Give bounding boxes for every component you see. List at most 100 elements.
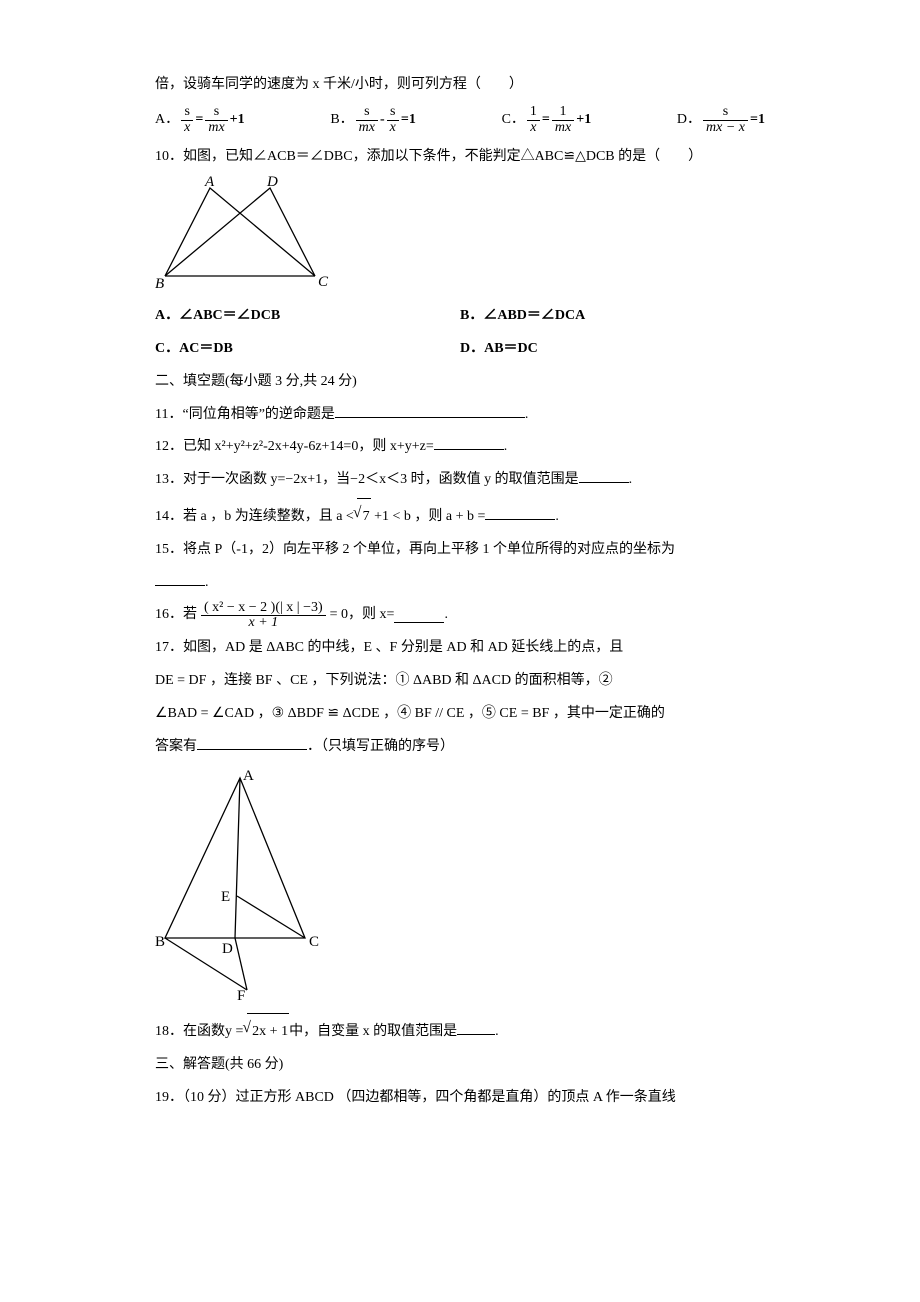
num: s <box>356 105 378 121</box>
num: s <box>205 105 227 121</box>
period: . <box>205 575 209 590</box>
frac-b2: sx <box>387 105 399 135</box>
q13: 13．对于一次函数 y=−2x+1，当−2＜x＜3 时，函数值 y 的取值范围是… <box>155 465 765 496</box>
text: C．AC＝DB <box>155 341 233 356</box>
label-c: C <box>318 274 329 290</box>
q10-option-a: A．∠ABC＝∠DCB <box>155 301 460 332</box>
section-3-header: 三、解答题(共 66 分) <box>155 1050 765 1081</box>
label-b: B． <box>330 105 353 136</box>
den: x <box>184 120 190 135</box>
label-d: D． <box>677 105 701 136</box>
q10-option-d: D．AB＝DC <box>460 334 765 365</box>
suffix: +1 <box>230 105 245 136</box>
q9-option-a: A． sx = smx +1 <box>155 105 245 136</box>
label-c: C． <box>502 105 525 136</box>
eq: = <box>195 105 203 136</box>
suf: ．（只填写正确的序号） <box>307 739 454 754</box>
q9-options: A． sx = smx +1 B． smx - sx =1 C． 1x = 1m… <box>155 105 765 136</box>
text: 13．对于一次函数 y=−2x+1，当−2＜x＜3 时，函数值 y 的取值范围是 <box>155 472 579 487</box>
period: . <box>525 407 529 422</box>
q15: 15．将点 P（-1，2）向左平移 2 个单位，再向上平移 1 个单位所得的对应… <box>155 535 765 566</box>
suffix: =1 <box>750 105 765 136</box>
q10-option-b: B．∠ABD＝∠DCA <box>460 301 765 332</box>
q17-line2: DE = DF ，连接 BF 、CE ，下列说法：① ΔABD 和 ΔACD 的… <box>155 666 765 697</box>
section-2-header: 二、填空题(每小题 3 分,共 24 分) <box>155 367 765 398</box>
q17-line3: ∠BAD = ∠CAD ，③ ΔBDF ≌ ΔCDE ，④ BF // CE ，… <box>155 699 765 730</box>
label-b: B <box>155 276 164 291</box>
suffix: =1 <box>401 105 416 136</box>
frac-c1: 1x <box>527 105 540 135</box>
minus: - <box>380 105 385 136</box>
q9-option-b: B． smx - sx =1 <box>330 105 416 136</box>
den: mx <box>555 120 571 135</box>
q9-option-d: D． smx − x =1 <box>677 105 765 136</box>
q12: 12．已知 x²+y²+z²-2x+4y-6z+14=0，则 x+y+z=. <box>155 432 765 463</box>
label-d: D <box>266 176 278 190</box>
text: D．AB＝DC <box>460 341 538 356</box>
pre: 14．若 a ，b 为连续整数，且 a < <box>155 509 357 524</box>
q10-option-c: C．AC＝DB <box>155 334 460 365</box>
pre: 16．若 <box>155 600 197 631</box>
text: 15．将点 P（-1，2）向左平移 2 个单位，再向上平移 1 个单位所得的对应… <box>155 542 675 557</box>
pre: 答案有 <box>155 739 197 754</box>
label-e: E <box>221 889 230 905</box>
text: 11．“同位角相等”的逆命题是 <box>155 407 335 422</box>
frac-c2: 1mx <box>552 105 574 135</box>
frac-d: smx − x <box>703 105 748 135</box>
period: . <box>555 509 559 524</box>
mid: +1 < b ，则 a + b = <box>371 509 486 524</box>
label-f: F <box>237 988 245 1003</box>
q10-options: A．∠ABC＝∠DCB B．∠ABD＝∠DCA C．AC＝DB D．AB＝DC <box>155 301 765 367</box>
den: x + 1 <box>248 615 278 630</box>
blank <box>335 404 525 418</box>
q15-cont: . <box>155 568 765 599</box>
frac-b1: smx <box>356 105 378 135</box>
period: . <box>444 600 448 631</box>
den: mx <box>208 120 224 135</box>
blank <box>457 1021 495 1035</box>
label-a: A． <box>155 105 179 136</box>
num: ( x² − x − 2 )(| x | −3) <box>201 601 326 617</box>
period: . <box>504 439 508 454</box>
num: s <box>703 105 748 121</box>
blank <box>579 469 629 483</box>
q14: 14．若 a ，b 为连续整数，且 a < √7 +1 < b ，则 a + b… <box>155 498 765 533</box>
frac: ( x² − x − 2 )(| x | −3) x + 1 <box>201 601 326 631</box>
q10-stem: 10．如图，已知∠ACB＝∠DBC，添加以下条件，不能判定△ABC≌△DCB 的… <box>155 144 765 171</box>
frac-a2: smx <box>205 105 227 135</box>
num: s <box>181 105 193 121</box>
den: x <box>530 120 536 135</box>
label-b: B <box>155 934 165 950</box>
num: 1 <box>552 105 574 121</box>
period: . <box>629 472 633 487</box>
text: B．∠ABD＝∠DCA <box>460 308 585 323</box>
blank <box>434 436 504 450</box>
eq: = <box>542 105 550 136</box>
q11: 11．“同位角相等”的逆命题是. <box>155 400 765 431</box>
den: x <box>390 120 396 135</box>
text: A．∠ABC＝∠DCB <box>155 308 280 323</box>
num: 1 <box>527 105 540 121</box>
pre: 18．在函数y = <box>155 1024 247 1039</box>
mid: = 0，则 x= <box>330 600 395 631</box>
den: mx − x <box>706 120 745 135</box>
text: 12．已知 x²+y²+z²-2x+4y-6z+14=0，则 x+y+z= <box>155 439 434 454</box>
period: . <box>495 1024 499 1039</box>
blank <box>197 736 307 750</box>
num: s <box>387 105 399 121</box>
radicand: 2x + 1 <box>252 1024 288 1039</box>
radicand: 7 <box>363 509 370 524</box>
q19: 19．（10 分）过正方形 ABCD （四边都相等，四个角都是直角）的顶点 A … <box>155 1083 765 1114</box>
q17-line1: 17．如图，AD 是 ΔABC 的中线，E 、F 分别是 AD 和 AD 延长线… <box>155 633 765 664</box>
frac-a1: sx <box>181 105 193 135</box>
label-a: A <box>204 176 215 190</box>
label-c: C <box>309 934 319 950</box>
blank <box>485 506 555 520</box>
q10-figure: A D B C <box>155 176 345 291</box>
label-a: A <box>243 768 254 784</box>
q16: 16．若 ( x² − x − 2 )(| x | −3) x + 1 = 0，… <box>155 600 765 631</box>
den: mx <box>359 120 375 135</box>
mid: 中，自变量 x 的取值范围是 <box>289 1024 457 1039</box>
suffix: +1 <box>576 105 591 136</box>
q17-figure: A B C D E F <box>155 768 330 1003</box>
